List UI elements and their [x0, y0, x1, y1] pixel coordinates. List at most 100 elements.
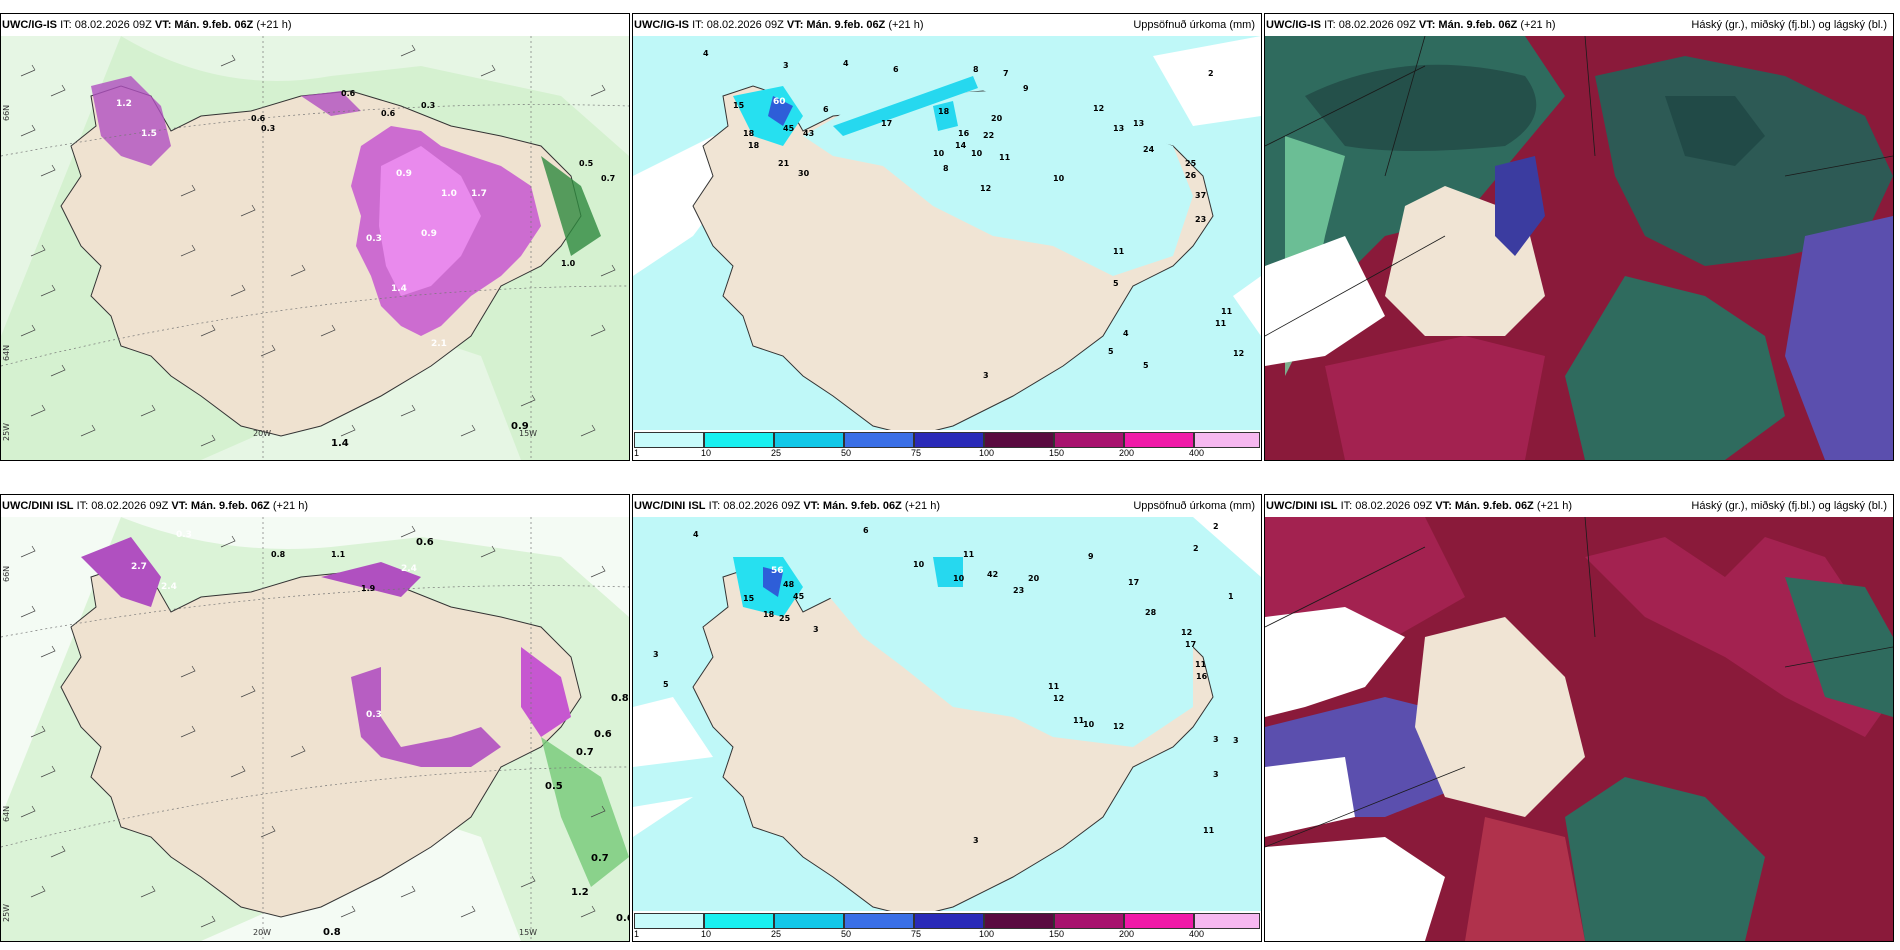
- init-time: IT: 08.02.2026 09Z: [1340, 500, 1433, 512]
- svg-text:11: 11: [1215, 319, 1227, 328]
- panel-subtitle: Uppsöfnuð úrkoma (mm): [1133, 500, 1255, 512]
- svg-text:8: 8: [973, 65, 979, 74]
- valid-time: Mán. 9.feb. 06Z: [822, 500, 902, 512]
- svg-text:11: 11: [963, 550, 975, 559]
- svg-text:1.2: 1.2: [116, 99, 132, 109]
- panel-header: UWC/IG-IS IT: 08.02.2026 09Z VT: Mán. 9.…: [1265, 14, 1893, 36]
- colorbar-swatch: [774, 913, 844, 929]
- colorbar-tick: 100: [979, 448, 995, 458]
- panel-subtitle: Uppsöfnuð úrkoma (mm): [1133, 19, 1255, 31]
- svg-text:5: 5: [1113, 279, 1119, 288]
- colorbar-swatch: [1194, 913, 1260, 929]
- svg-text:0.3: 0.3: [366, 710, 382, 720]
- model-name: UWC/IG-IS: [634, 19, 689, 31]
- svg-text:15: 15: [743, 594, 755, 603]
- svg-text:3: 3: [783, 61, 789, 70]
- colorbar-tick: 1: [634, 448, 640, 458]
- valid-label: VT:: [1435, 500, 1452, 512]
- svg-text:23: 23: [1195, 215, 1206, 224]
- svg-text:0.6: 0.6: [381, 109, 396, 118]
- colorbar-swatch: [704, 432, 774, 448]
- svg-text:11: 11: [999, 153, 1011, 162]
- svg-text:6: 6: [823, 105, 829, 114]
- svg-text:2: 2: [1208, 69, 1214, 78]
- colorbar-tick: 10: [701, 448, 712, 458]
- svg-text:25: 25: [1185, 159, 1197, 168]
- svg-text:3: 3: [973, 836, 979, 845]
- svg-text:0.6: 0.6: [616, 913, 629, 924]
- svg-text:18: 18: [763, 610, 775, 619]
- svg-text:18: 18: [743, 129, 755, 138]
- lead-time: (+21 h): [904, 500, 941, 512]
- colorbar-swatch: [914, 913, 984, 929]
- svg-text:7: 7: [1003, 69, 1009, 78]
- svg-text:0.8: 0.8: [271, 550, 286, 559]
- svg-text:16: 16: [1196, 672, 1208, 681]
- colorbar-tick: 10: [701, 929, 712, 939]
- panel-header: UWC/IG-IS IT: 08.02.2026 09Z VT: Mán. 9.…: [1, 14, 629, 36]
- svg-text:6: 6: [863, 526, 869, 535]
- svg-text:25W: 25W: [2, 423, 11, 441]
- svg-text:1.7: 1.7: [471, 189, 487, 199]
- panel-precip-igis: UWC/IG-IS IT: 08.02.2026 09Z VT: Mán. 9.…: [632, 13, 1262, 461]
- colorbar-swatch: [1054, 432, 1124, 448]
- colorbar-tick: 150: [1049, 448, 1065, 458]
- svg-text:0.5: 0.5: [579, 159, 594, 168]
- panel-header: UWC/DINI ISL IT: 08.02.2026 09Z VT: Mán.…: [633, 495, 1261, 517]
- svg-text:5: 5: [1143, 361, 1149, 370]
- colorbar-tick: 50: [841, 448, 852, 458]
- svg-text:0.6: 0.6: [594, 729, 612, 740]
- colorbar-swatch: [914, 432, 984, 448]
- precip-colorbar: 1 10 25 50 75 100 150 200 400: [633, 430, 1261, 460]
- svg-text:11: 11: [1073, 716, 1085, 725]
- svg-text:26: 26: [1185, 171, 1197, 180]
- svg-text:12: 12: [1053, 694, 1064, 703]
- svg-text:0.7: 0.7: [601, 174, 615, 183]
- svg-text:1.0: 1.0: [561, 259, 576, 268]
- svg-text:20: 20: [991, 114, 1003, 123]
- colorbar-tick: 1: [634, 929, 640, 939]
- svg-text:30: 30: [798, 169, 810, 178]
- svg-text:2: 2: [1213, 522, 1219, 531]
- svg-text:45: 45: [793, 592, 805, 601]
- svg-text:3: 3: [1213, 770, 1219, 779]
- svg-text:0.7: 0.7: [591, 853, 609, 864]
- lead-time: (+21 h): [272, 500, 309, 512]
- map-wind-snow: 0.6 0.3 0.6 1.2 1.5 0.9 1.0 1.7 0.5 0.7 …: [1, 36, 629, 460]
- svg-text:3: 3: [653, 650, 659, 659]
- svg-text:24: 24: [1143, 145, 1155, 154]
- panel-clouds-dini: UWC/DINI ISL IT: 08.02.2026 09Z VT: Mán.…: [1264, 494, 1894, 942]
- svg-text:66N: 66N: [2, 105, 11, 121]
- valid-time: Mán. 9.feb. 06Z: [1438, 19, 1518, 31]
- svg-text:1.0: 1.0: [441, 189, 457, 199]
- svg-text:18: 18: [748, 141, 760, 150]
- colorbar-swatch: [984, 913, 1054, 929]
- svg-text:10: 10: [933, 149, 945, 158]
- map-precip: 4 6 2 2 1 10 11 10 42 20 9 17 28 23 17 1…: [633, 517, 1261, 913]
- colorbar-swatch: [1054, 913, 1124, 929]
- svg-text:4: 4: [693, 530, 699, 539]
- init-time: IT: 08.02.2026 09Z: [1324, 19, 1416, 31]
- svg-text:0.6: 0.6: [251, 114, 266, 123]
- snow-labels: 0.6 0.3 0.6 1.2 1.5 0.9 1.0 1.7 0.5 0.7 …: [116, 89, 615, 449]
- svg-text:11: 11: [1221, 307, 1233, 316]
- svg-text:0.8: 0.8: [323, 927, 341, 938]
- svg-text:25W: 25W: [2, 904, 11, 922]
- colorbar-tick: 150: [1049, 929, 1065, 939]
- valid-time: Mán. 9.feb. 06Z: [1454, 500, 1534, 512]
- svg-text:14: 14: [955, 141, 967, 150]
- colorbar-tick: 400: [1189, 929, 1205, 939]
- svg-text:18: 18: [938, 107, 950, 116]
- svg-text:13: 13: [1133, 119, 1144, 128]
- svg-text:3: 3: [1213, 735, 1219, 744]
- colorbar-swatch: [1124, 913, 1194, 929]
- valid-label: VT:: [803, 500, 820, 512]
- colorbar-tick: 75: [911, 929, 922, 939]
- svg-text:42: 42: [987, 570, 998, 579]
- model-name: UWC/IG-IS: [2, 19, 57, 31]
- colorbar-swatch: [984, 432, 1054, 448]
- svg-text:2.1: 2.1: [431, 339, 447, 349]
- svg-text:11: 11: [1203, 826, 1215, 835]
- lead-time: (+21 h): [256, 19, 292, 31]
- svg-text:12: 12: [1113, 722, 1124, 731]
